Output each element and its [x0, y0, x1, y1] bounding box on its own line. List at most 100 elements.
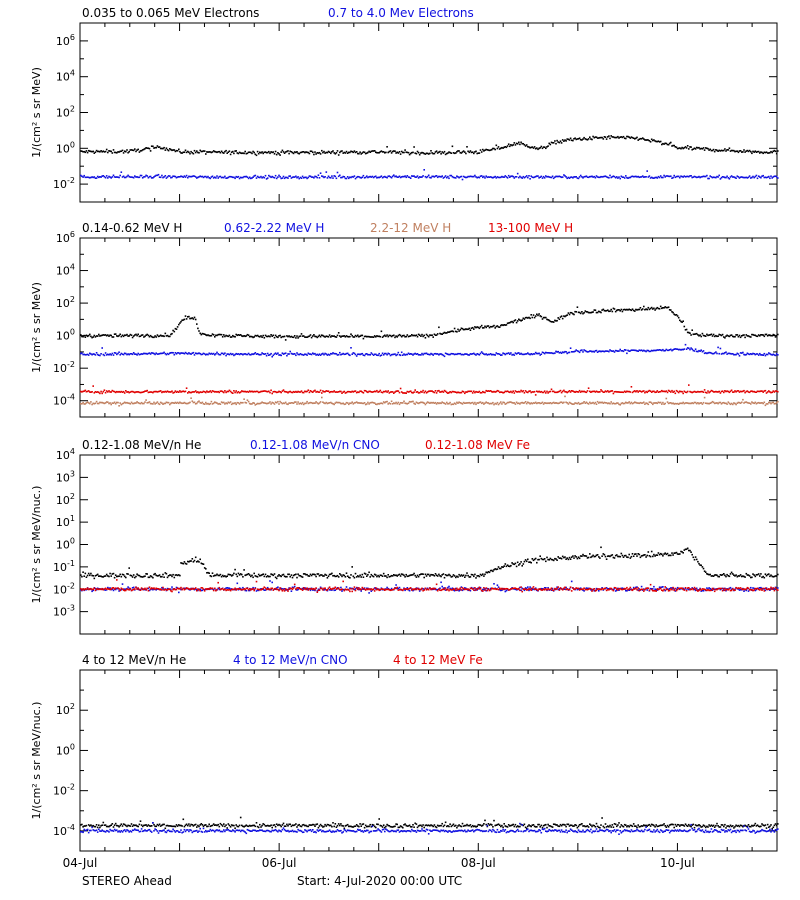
data-point — [116, 152, 118, 154]
data-point — [263, 589, 266, 591]
data-point — [532, 147, 535, 149]
data-point — [439, 587, 441, 589]
data-point — [108, 150, 110, 152]
data-point — [143, 575, 145, 578]
data-point — [477, 353, 480, 356]
data-point — [632, 349, 635, 351]
data-point — [578, 137, 581, 139]
data-point — [655, 402, 657, 404]
data-point — [125, 576, 127, 579]
data-point — [720, 574, 723, 576]
data-point — [232, 402, 234, 405]
data-point — [461, 151, 464, 153]
data-point — [751, 353, 753, 356]
data-point — [579, 555, 582, 557]
data-point — [447, 574, 449, 577]
data-point — [310, 150, 313, 153]
data-point — [645, 139, 647, 141]
data-point — [703, 175, 706, 178]
data-point — [531, 176, 534, 178]
data-point — [712, 148, 715, 151]
data-point — [605, 309, 608, 312]
data-point — [382, 401, 385, 403]
data-point — [265, 402, 268, 405]
data-point — [418, 402, 421, 404]
data-point — [513, 402, 516, 404]
data-point — [478, 390, 481, 393]
data-point — [464, 587, 466, 589]
data-point — [184, 402, 187, 405]
data-point — [278, 335, 280, 337]
data-point — [85, 334, 88, 337]
data-point — [404, 576, 406, 578]
data-point — [689, 402, 691, 405]
data-point — [703, 149, 706, 151]
data-point — [203, 333, 206, 335]
data-point — [217, 403, 219, 405]
data-point — [366, 390, 368, 393]
data-point — [169, 403, 171, 406]
y-axis-label: 1/(cm² s sr MeV/nuc.) — [30, 486, 43, 604]
data-point — [145, 399, 147, 401]
data-point — [200, 562, 203, 565]
data-point — [343, 574, 346, 577]
data-point — [422, 335, 424, 338]
data-point — [312, 176, 314, 178]
data-point — [196, 402, 198, 405]
data-point — [280, 587, 282, 590]
data-point — [241, 176, 243, 179]
data-point — [416, 175, 419, 177]
data-point — [431, 175, 433, 178]
data-point — [471, 401, 474, 404]
data-point — [146, 389, 148, 392]
data-point — [529, 561, 531, 563]
data-point — [112, 174, 115, 177]
data-point — [215, 353, 217, 355]
data-point — [501, 175, 503, 178]
data-point — [324, 336, 326, 338]
data-point — [510, 144, 512, 146]
data-point — [711, 575, 714, 577]
data-point — [641, 390, 644, 393]
data-point — [198, 392, 200, 394]
data-point — [451, 145, 454, 148]
data-point — [178, 574, 180, 576]
data-point — [451, 353, 454, 355]
data-point — [319, 586, 322, 589]
data-point — [373, 390, 376, 393]
data-point — [641, 175, 644, 177]
data-point — [716, 335, 718, 338]
data-point — [287, 335, 289, 338]
data-point — [314, 352, 316, 355]
data-point — [432, 401, 434, 404]
data-point — [732, 573, 734, 575]
data-point — [333, 390, 335, 392]
data-point — [251, 353, 253, 355]
data-point — [648, 308, 651, 311]
data-point — [467, 175, 469, 178]
data-point — [751, 401, 753, 403]
data-point — [218, 574, 221, 577]
data-point — [189, 391, 191, 394]
data-point — [497, 353, 500, 355]
data-point — [280, 354, 282, 357]
data-point — [459, 329, 462, 331]
data-point — [271, 573, 273, 576]
data-point — [668, 309, 671, 311]
data-point — [739, 574, 742, 576]
data-point — [533, 353, 536, 355]
data-point — [421, 352, 423, 355]
data-point — [464, 402, 466, 404]
data-point — [693, 401, 696, 404]
data-point — [520, 561, 522, 563]
data-point — [340, 176, 342, 179]
data-point — [317, 354, 320, 356]
data-point — [537, 558, 539, 561]
data-point — [573, 176, 575, 178]
data-point — [600, 136, 602, 139]
data-point — [379, 355, 382, 357]
data-point — [628, 136, 630, 138]
data-point — [630, 309, 633, 312]
data-point — [120, 150, 123, 152]
data-point — [552, 352, 555, 355]
